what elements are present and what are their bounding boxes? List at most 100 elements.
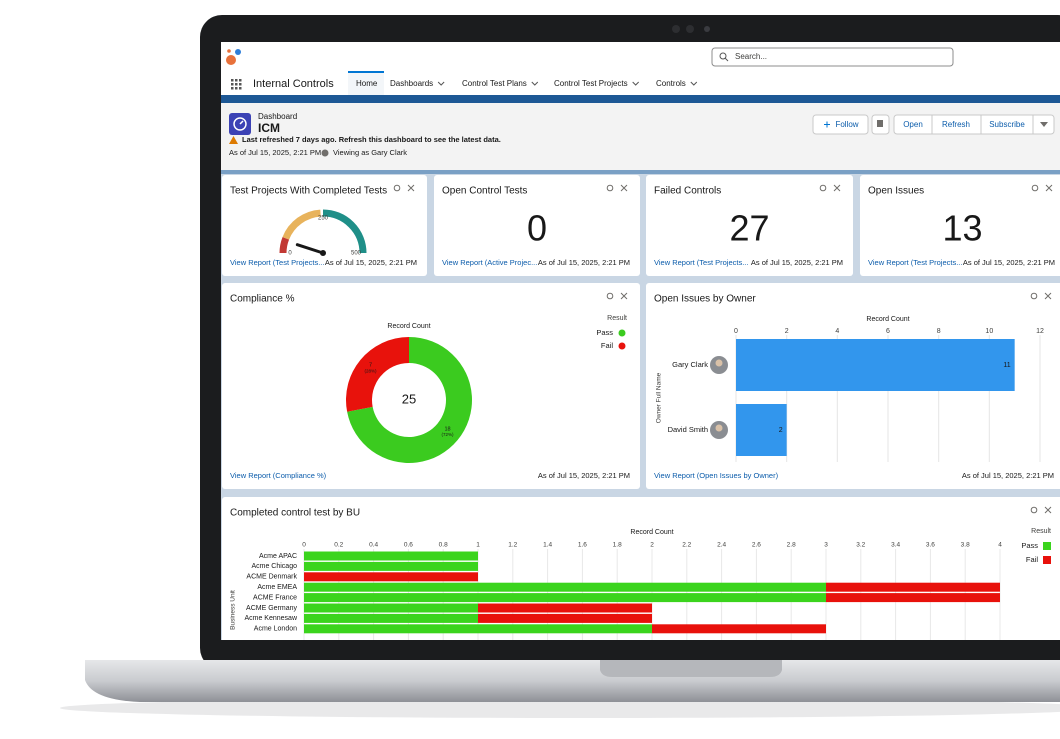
- follow-button[interactable]: [812, 114, 869, 135]
- refresh-icon[interactable]: [1030, 292, 1038, 300]
- x-tick-label: 8: [937, 328, 941, 335]
- legend-swatch: [618, 329, 626, 337]
- x-tick-label: 4: [998, 542, 1002, 549]
- app-launcher[interactable]: [231, 79, 242, 90]
- nav-item[interactable]: Control Test Projects: [554, 79, 628, 88]
- as-of: As of Jul 15, 2025, 2:21 PM: [229, 148, 321, 157]
- nav-chevron[interactable]: [632, 81, 640, 86]
- y-tick-label: Gary Clark: [672, 360, 708, 369]
- search-box[interactable]: [711, 47, 954, 67]
- data-label: 18: [444, 426, 450, 432]
- info-icon: [321, 149, 329, 157]
- refresh-icon[interactable]: [606, 292, 614, 300]
- widget-card: [434, 175, 640, 276]
- refresh-icon[interactable]: [606, 184, 614, 192]
- y-tick-label: ACME France: [253, 594, 297, 601]
- refresh-icon[interactable]: [1030, 506, 1038, 514]
- expand-icon[interactable]: [1044, 506, 1052, 514]
- camera: [686, 25, 694, 33]
- chart-subtitle: Record Count: [387, 323, 430, 330]
- axis-title: Record Count: [866, 316, 909, 323]
- expand-icon[interactable]: [620, 184, 628, 192]
- expand-icon[interactable]: [407, 184, 415, 192]
- button-label[interactable]: Open: [903, 120, 923, 129]
- x-tick-label: 2.6: [752, 542, 761, 549]
- report-link[interactable]: View Report (Open Issues by Owner): [654, 471, 779, 480]
- legend-label: Pass: [596, 328, 613, 337]
- nav-chevron[interactable]: [531, 81, 539, 86]
- x-tick-label: 1.2: [508, 542, 517, 549]
- x-tick-label: 2.2: [682, 542, 691, 549]
- x-tick-label: 12: [1036, 328, 1044, 335]
- x-tick-label: 0.2: [334, 542, 343, 549]
- refresh-icon[interactable]: [1031, 184, 1039, 192]
- bar: [736, 404, 787, 456]
- dashboard-title: ICM: [258, 121, 280, 135]
- refresh-icon[interactable]: [819, 184, 827, 192]
- x-tick-label: 2.4: [717, 542, 726, 549]
- x-tick-label: 10: [985, 328, 993, 335]
- donut-slice: [347, 337, 473, 463]
- legend-swatch: [1043, 542, 1051, 550]
- refresh-icon[interactable]: [393, 184, 401, 192]
- dropdown-icon[interactable]: [1040, 122, 1048, 127]
- y-tick-label: David Smith: [668, 425, 708, 434]
- gauge-band: [322, 209, 367, 254]
- x-tick-label: 3: [824, 542, 828, 549]
- widget-title: Completed control test by BU: [230, 508, 360, 519]
- expand-icon[interactable]: [1044, 292, 1052, 300]
- button-label[interactable]: Subscribe: [989, 120, 1025, 129]
- gauge-needle: [295, 243, 325, 255]
- widget-title: Open Control Tests: [442, 186, 527, 197]
- nav-item[interactable]: Control Test Plans: [462, 79, 527, 88]
- screen: Search... Internal Controls Dashboard IC…: [221, 42, 1060, 640]
- report-link[interactable]: View Report (Test Projects...: [868, 258, 962, 267]
- expand-icon[interactable]: [620, 292, 628, 300]
- widget-title: Compliance %: [230, 294, 295, 305]
- logo: [235, 49, 241, 55]
- data-label: (72%): [442, 432, 455, 437]
- nav-item[interactable]: Dashboards: [390, 79, 433, 88]
- widget-as-of: As of Jul 15, 2025, 2:21 PM: [538, 258, 630, 267]
- dashboard-type: Dashboard: [258, 112, 297, 121]
- data-label: 7: [369, 363, 372, 369]
- widget-as-of: As of Jul 15, 2025, 2:21 PM: [963, 258, 1055, 267]
- bar-segment: [304, 593, 826, 603]
- report-link[interactable]: View Report (Compliance %): [230, 471, 327, 480]
- warning-icon: [229, 136, 238, 144]
- expand-icon[interactable]: [833, 184, 841, 192]
- nav-item[interactable]: Controls: [656, 79, 686, 88]
- search-placeholder[interactable]: Search...: [735, 52, 767, 61]
- shadow: [60, 698, 1060, 718]
- viewing-as: Viewing as Gary Clark: [333, 148, 407, 157]
- button-label[interactable]: Follow: [835, 120, 858, 129]
- lid-notch: [600, 660, 782, 677]
- nav-item[interactable]: Home: [356, 79, 378, 88]
- x-tick-label: 2: [650, 542, 654, 549]
- widget-title: Open Issues by Owner: [654, 294, 756, 305]
- bar-segment: [304, 572, 478, 582]
- expand-icon[interactable]: [1045, 184, 1053, 192]
- report-link[interactable]: View Report (Test Projects...: [654, 258, 748, 267]
- widget-title: Test Projects With Completed Tests: [230, 186, 387, 197]
- dashboard-icon: [233, 117, 247, 131]
- bar-segment: [304, 551, 478, 561]
- legend-swatch: [618, 342, 626, 350]
- legend-label: Fail: [601, 341, 613, 350]
- nav-chevron[interactable]: [437, 81, 445, 86]
- x-tick-label: 6: [886, 328, 890, 335]
- report-link[interactable]: View Report (Active Projec...: [442, 258, 537, 267]
- y-tick-label: Acme London: [254, 626, 297, 633]
- bar-segment: [304, 582, 826, 592]
- x-tick-label: 3.8: [961, 542, 970, 549]
- button-group: [893, 114, 1055, 135]
- report-link[interactable]: View Report (Test Projects...: [230, 258, 324, 267]
- metric-value: 13: [942, 208, 982, 249]
- button-label[interactable]: Refresh: [942, 120, 970, 129]
- avatar: [715, 359, 723, 367]
- y-tick-label: ACME Denmark: [246, 574, 297, 581]
- nav-chevron[interactable]: [690, 81, 698, 86]
- x-tick-label: 0: [734, 328, 738, 335]
- bar-segment: [478, 603, 652, 613]
